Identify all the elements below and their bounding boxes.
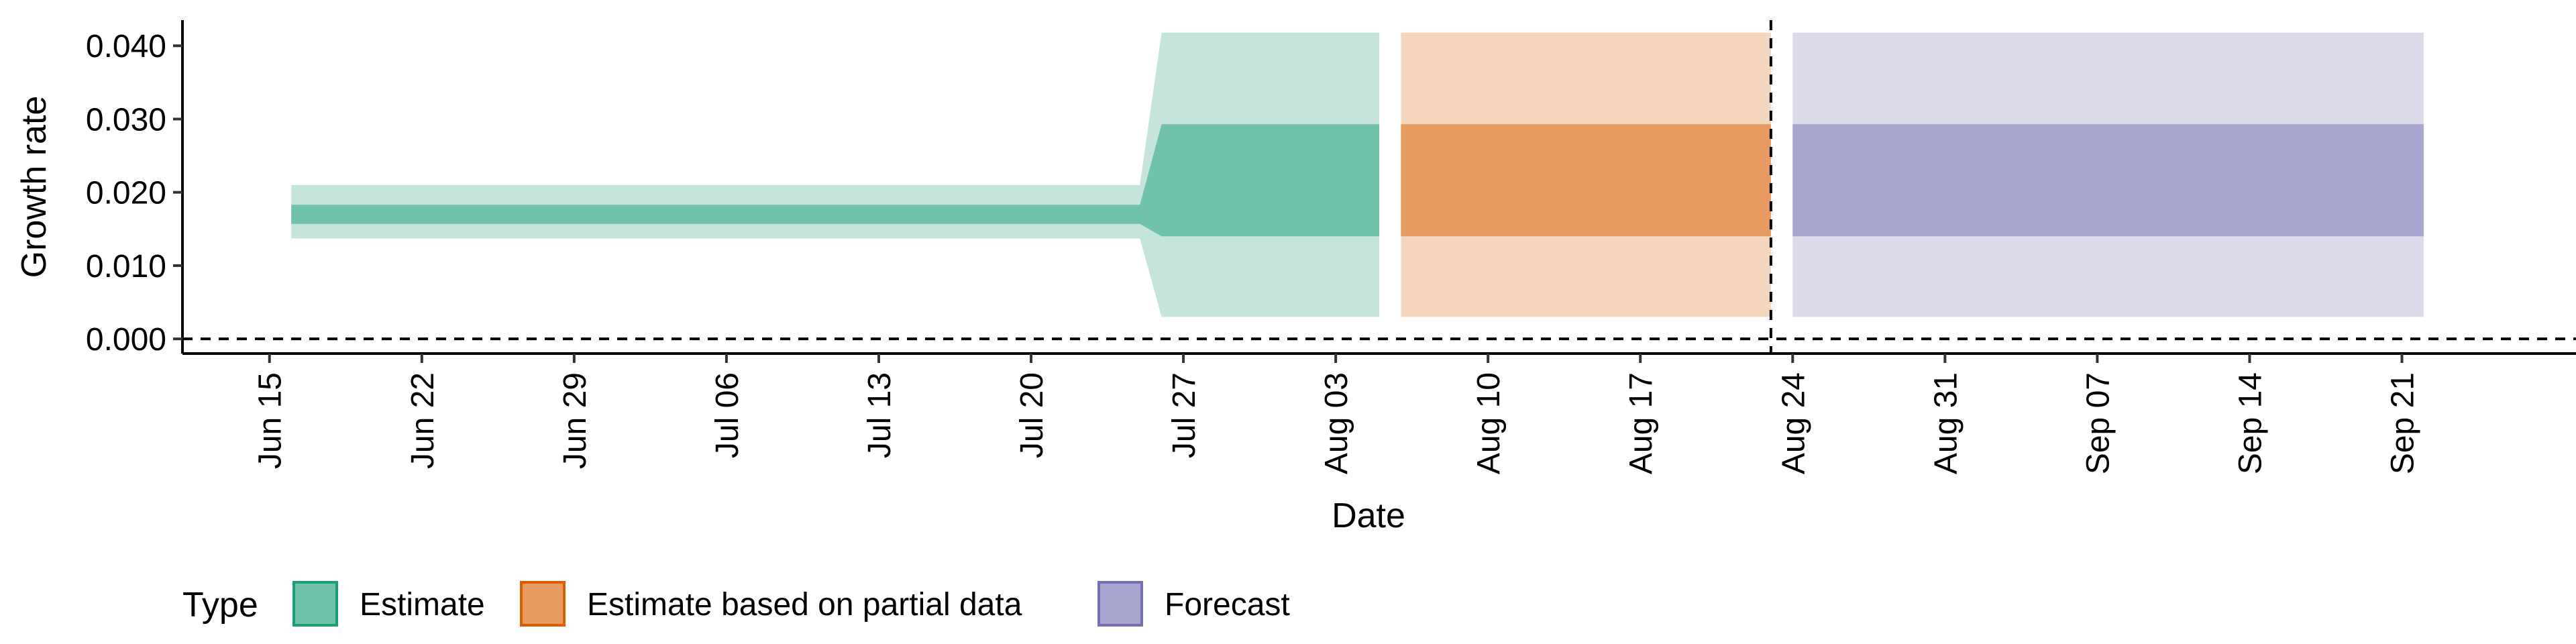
legend-key-estimate-based-on-partial-data <box>520 581 566 627</box>
legend-item-forecast: Forecast <box>1097 581 1290 627</box>
series-estimate-based-on-partial-data <box>1401 32 1771 317</box>
x-tick-label: Sep 21 <box>2385 372 2421 474</box>
legend-key-estimate <box>292 581 338 627</box>
y-tick-label: 0.030 <box>86 102 166 138</box>
reference-lines <box>182 20 2576 354</box>
legend-item-estimate: Estimate <box>292 581 485 627</box>
y-tick-label: 0.000 <box>86 322 166 358</box>
x-tick-label: Jul 13 <box>862 372 898 458</box>
x-tick-label: Jul 06 <box>710 372 745 458</box>
y-tick-label: 0.020 <box>86 176 166 211</box>
legend-label: Estimate <box>360 587 485 623</box>
y-tick-label: 0.010 <box>86 249 166 284</box>
legend-item-estimate-based-on-partial-data: Estimate based on partial data <box>520 581 1022 627</box>
legend-label: Estimate based on partial data <box>587 587 1022 623</box>
plot-area <box>291 32 2424 317</box>
x-tick-label: Aug 31 <box>1928 372 1964 474</box>
x-tick-label: Jun 29 <box>557 372 593 469</box>
axes: 0.000 0.010 0.020 0.030 0.040 Jun 15 Jun 22 Jun… <box>86 20 2576 474</box>
legend: Type Estimate Estimate based on partial d… <box>182 581 1290 627</box>
x-tick-label: Aug 10 <box>1471 372 1507 474</box>
x-tick-label: Jun 22 <box>405 372 441 469</box>
legend-key-forecast <box>1097 581 1143 627</box>
band-50-estimate <box>291 124 1380 237</box>
legend-label: Forecast <box>1165 587 1290 623</box>
y-axis-label: Growth rate <box>15 96 54 278</box>
series-forecast <box>1792 32 2424 317</box>
x-axis-label: Date <box>1332 496 1405 535</box>
x-tick-label: Jul 27 <box>1167 372 1202 458</box>
y-tick-label: 0.040 <box>86 29 166 64</box>
legend-title: Type <box>182 586 258 625</box>
x-tick-label: Sep 14 <box>2233 372 2268 474</box>
x-tick-label: Aug 17 <box>1623 372 1659 474</box>
legend-items: Estimate Estimate based on partial data Fo… <box>292 581 1290 627</box>
x-tick-label: Jun 15 <box>253 372 288 469</box>
x-tick-label: Aug 03 <box>1319 372 1354 474</box>
band-50-estimate-based-on-partial-data <box>1401 124 1771 237</box>
series-estimate <box>291 32 1380 317</box>
band-50-forecast <box>1792 124 2424 237</box>
x-tick-label: Sep 07 <box>2080 372 2116 474</box>
x-tick-label: Aug 24 <box>1776 372 1811 474</box>
x-tick-label: Jul 20 <box>1014 372 1050 458</box>
